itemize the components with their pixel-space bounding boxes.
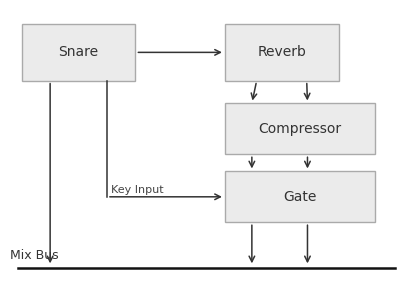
Text: Mix Bus: Mix Bus bbox=[9, 249, 58, 262]
Text: Gate: Gate bbox=[283, 190, 317, 204]
Text: Key Input: Key Input bbox=[111, 185, 164, 195]
FancyBboxPatch shape bbox=[225, 24, 339, 81]
FancyBboxPatch shape bbox=[225, 171, 375, 222]
Text: Compressor: Compressor bbox=[258, 122, 342, 136]
FancyBboxPatch shape bbox=[225, 103, 375, 154]
Text: Snare: Snare bbox=[58, 45, 99, 59]
FancyBboxPatch shape bbox=[22, 24, 135, 81]
Text: Reverb: Reverb bbox=[257, 45, 306, 59]
